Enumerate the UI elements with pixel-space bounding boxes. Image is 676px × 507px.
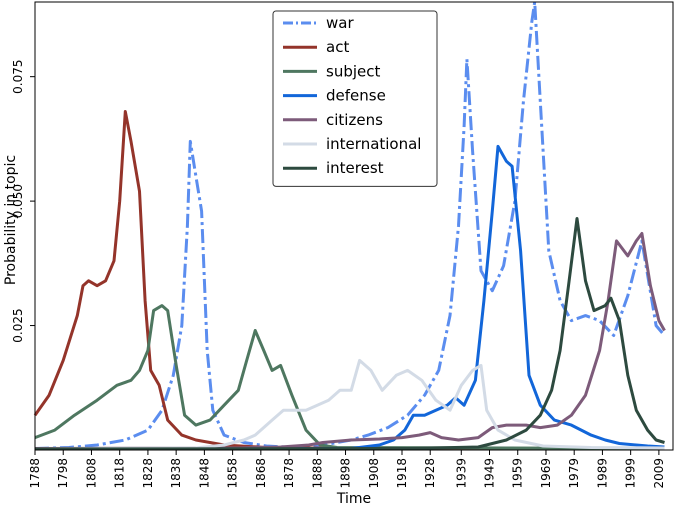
x-tick-label: 1959 bbox=[511, 458, 525, 489]
x-tick-label: 1878 bbox=[282, 458, 296, 489]
y-tick-label: 0.050 bbox=[11, 184, 25, 218]
series-line-interest bbox=[34, 217, 665, 451]
series-layer bbox=[33, 0, 666, 451]
series-line-international bbox=[34, 358, 665, 451]
legend-label-war: war bbox=[326, 14, 354, 32]
x-tick-label: 1848 bbox=[197, 458, 211, 489]
series-line-citizens bbox=[34, 232, 666, 450]
series-line-act bbox=[33, 110, 665, 450]
series-line-war bbox=[34, 0, 666, 450]
x-tick-label: 1838 bbox=[169, 458, 183, 489]
x-tick-label: 1898 bbox=[339, 458, 353, 489]
x-tick-label: 1918 bbox=[395, 458, 409, 489]
legend-label-act: act bbox=[326, 38, 349, 56]
x-tick-label: 1798 bbox=[56, 458, 70, 489]
x-tick-label: 1999 bbox=[624, 458, 638, 489]
legend-label-defense: defense bbox=[326, 87, 386, 105]
legend-label-interest: interest bbox=[326, 159, 384, 177]
y-axis: 0.025 0.050 0.075 bbox=[11, 59, 35, 343]
x-tick-label: 1939 bbox=[454, 458, 468, 489]
x-tick-label: 1858 bbox=[226, 458, 240, 489]
x-tick-label: 1828 bbox=[141, 458, 155, 489]
y-tick-label: 0.075 bbox=[11, 59, 25, 93]
x-tick-label: 1989 bbox=[595, 458, 609, 489]
x-tick-label: 1788 bbox=[28, 458, 42, 489]
x-tick-label: 1908 bbox=[367, 458, 381, 489]
legend-label-international: international bbox=[326, 135, 421, 153]
x-tick-label: 1969 bbox=[539, 458, 553, 489]
plot-frame bbox=[34, 1, 674, 451]
x-tick-label: 1818 bbox=[113, 458, 127, 489]
legend-label-citizens: citizens bbox=[326, 111, 383, 129]
x-tick-label: 1979 bbox=[567, 458, 581, 489]
legend: war act subject defense citizens internationa… bbox=[272, 10, 438, 187]
series-line-subject bbox=[34, 304, 665, 450]
x-axis: 1788 1798 1808 1818 1828 1838 1848 1858 1868 1878… bbox=[28, 450, 666, 489]
x-tick-label: 1808 bbox=[84, 458, 98, 489]
x-axis-title: Time bbox=[336, 491, 371, 507]
x-tick-label: 1888 bbox=[310, 458, 324, 489]
legend-label-subject: subject bbox=[326, 62, 380, 80]
x-tick-label: 2009 bbox=[652, 458, 666, 489]
x-tick-label: 1949 bbox=[483, 458, 497, 489]
y-tick-label: 0.025 bbox=[11, 308, 25, 342]
y-axis-title: Probability in topic bbox=[3, 155, 19, 285]
series-line-defense bbox=[34, 144, 665, 451]
x-tick-label: 1868 bbox=[254, 458, 268, 489]
x-tick-label: 1928 bbox=[423, 458, 437, 489]
